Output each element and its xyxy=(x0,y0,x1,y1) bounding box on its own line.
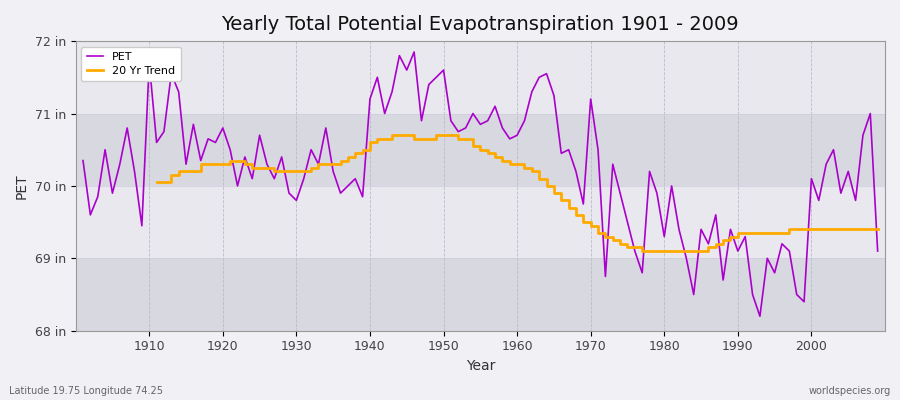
PET xyxy=(343,184,354,188)
Bar xyxy=(76,41,885,114)
20 Yr Trend xyxy=(320,162,331,166)
PET xyxy=(519,118,530,123)
Line: 20 Yr Trend: 20 Yr Trend xyxy=(157,135,878,251)
20 Yr Trend xyxy=(733,230,743,235)
20 Yr Trend xyxy=(872,227,883,232)
20 Yr Trend xyxy=(519,166,530,170)
PET xyxy=(872,249,883,254)
20 Yr Trend xyxy=(387,133,398,138)
Text: Latitude 19.75 Longitude 74.25: Latitude 19.75 Longitude 74.25 xyxy=(9,386,163,396)
PET xyxy=(512,133,523,138)
Line: PET: PET xyxy=(83,52,878,316)
Text: worldspecies.org: worldspecies.org xyxy=(809,386,891,396)
Y-axis label: PET: PET xyxy=(15,173,29,199)
20 Yr Trend xyxy=(151,180,162,185)
PET xyxy=(298,176,309,181)
PET xyxy=(137,223,148,228)
PET xyxy=(608,162,618,166)
20 Yr Trend xyxy=(541,184,552,188)
Bar xyxy=(76,258,885,331)
20 Yr Trend xyxy=(372,136,382,141)
Bar xyxy=(76,114,885,186)
PET xyxy=(77,158,88,163)
X-axis label: Year: Year xyxy=(465,359,495,373)
PET xyxy=(754,314,765,319)
Title: Yearly Total Potential Evapotranspiration 1901 - 2009: Yearly Total Potential Evapotranspiratio… xyxy=(221,15,739,34)
20 Yr Trend xyxy=(637,249,648,254)
Legend: PET, 20 Yr Trend: PET, 20 Yr Trend xyxy=(81,47,181,81)
Bar xyxy=(76,186,885,258)
20 Yr Trend xyxy=(343,154,354,159)
PET xyxy=(409,50,419,54)
